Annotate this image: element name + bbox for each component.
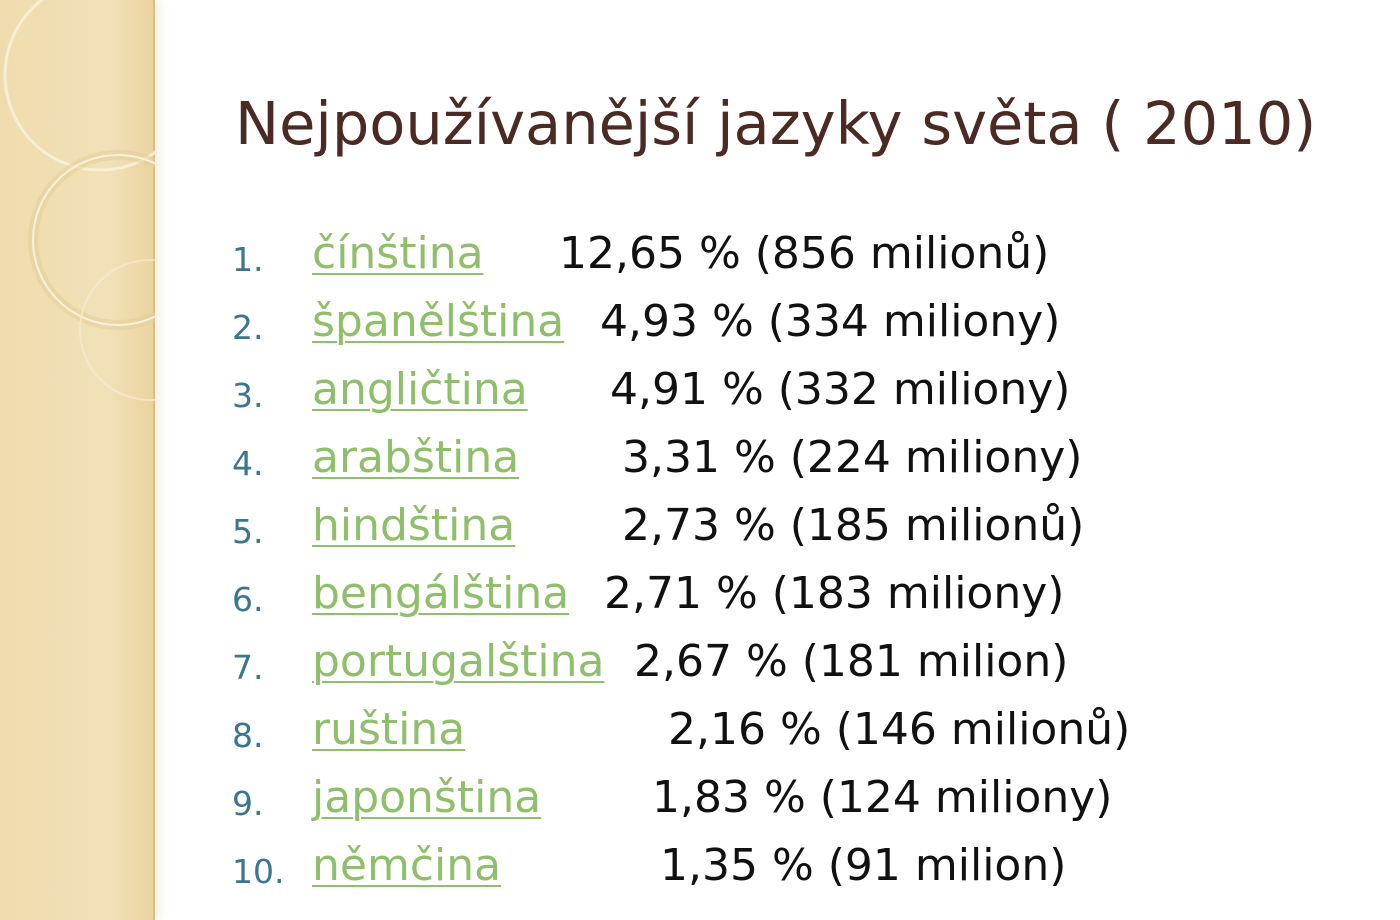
item-number: 1. [232,240,264,279]
item-number: 3. [232,376,264,415]
language-link[interactable]: angličtina [312,364,528,415]
item-number: 6. [232,580,264,619]
language-link[interactable]: bengálština [312,568,570,619]
language-link[interactable]: ruština [312,704,466,755]
list-item: 2. španělština 4,93 % (334 miliony) [232,290,1192,358]
language-share: 1,83 % (124 miliony) [652,772,1113,823]
list-item: 7. portugalština 2,67 % (181 milion) [232,630,1192,698]
language-share: 2,71 % (183 miliony) [604,568,1065,619]
language-link[interactable]: němčina [312,840,502,891]
item-number: 8. [232,716,264,755]
list-item: 4. arabština 3,31 % (224 miliony) [232,426,1192,494]
list-item: 3. angličtina 4,91 % (332 miliony) [232,358,1192,426]
list-item: 8. ruština 2,16 % (146 milionů) [232,698,1192,766]
item-number: 7. [232,648,264,687]
language-link[interactable]: čínština [312,228,484,279]
language-share: 3,31 % (224 miliony) [622,432,1083,483]
language-share: 1,35 % (91 milion) [660,840,1067,891]
language-share: 4,91 % (332 miliony) [610,364,1071,415]
list-item: 1. čínština 12,65 % (856 milionů) [232,222,1192,290]
decorative-rings-icon [3,0,155,401]
item-number: 4. [232,444,264,483]
language-link[interactable]: portugalština [312,636,605,687]
item-number: 10. [232,852,285,891]
list-item: 5. hindština 2,73 % (185 milionů) [232,494,1192,562]
decorative-side-band [0,0,155,920]
language-share: 2,16 % (146 milionů) [668,704,1131,755]
language-link[interactable]: španělština [312,296,565,347]
language-list: 1. čínština 12,65 % (856 milionů) 2. špa… [232,222,1192,902]
language-share: 4,93 % (334 miliony) [600,296,1061,347]
list-item: 9. japonština 1,83 % (124 miliony) [232,766,1192,834]
language-share: 2,73 % (185 milionů) [622,500,1085,551]
slide-title: Nejpoužívanější jazyky světa ( 2010) [235,89,1317,158]
item-number: 9. [232,784,264,823]
language-share: 2,67 % (181 milion) [634,636,1069,687]
language-share: 12,65 % (856 milionů) [559,228,1050,279]
list-item: 10. němčina 1,35 % (91 milion) [232,834,1192,902]
language-link[interactable]: arabština [312,432,520,483]
language-link[interactable]: hindština [312,500,516,551]
language-link[interactable]: japonština [312,772,542,823]
list-item: 6. bengálština 2,71 % (183 miliony) [232,562,1192,630]
item-number: 5. [232,512,264,551]
item-number: 2. [232,308,264,347]
